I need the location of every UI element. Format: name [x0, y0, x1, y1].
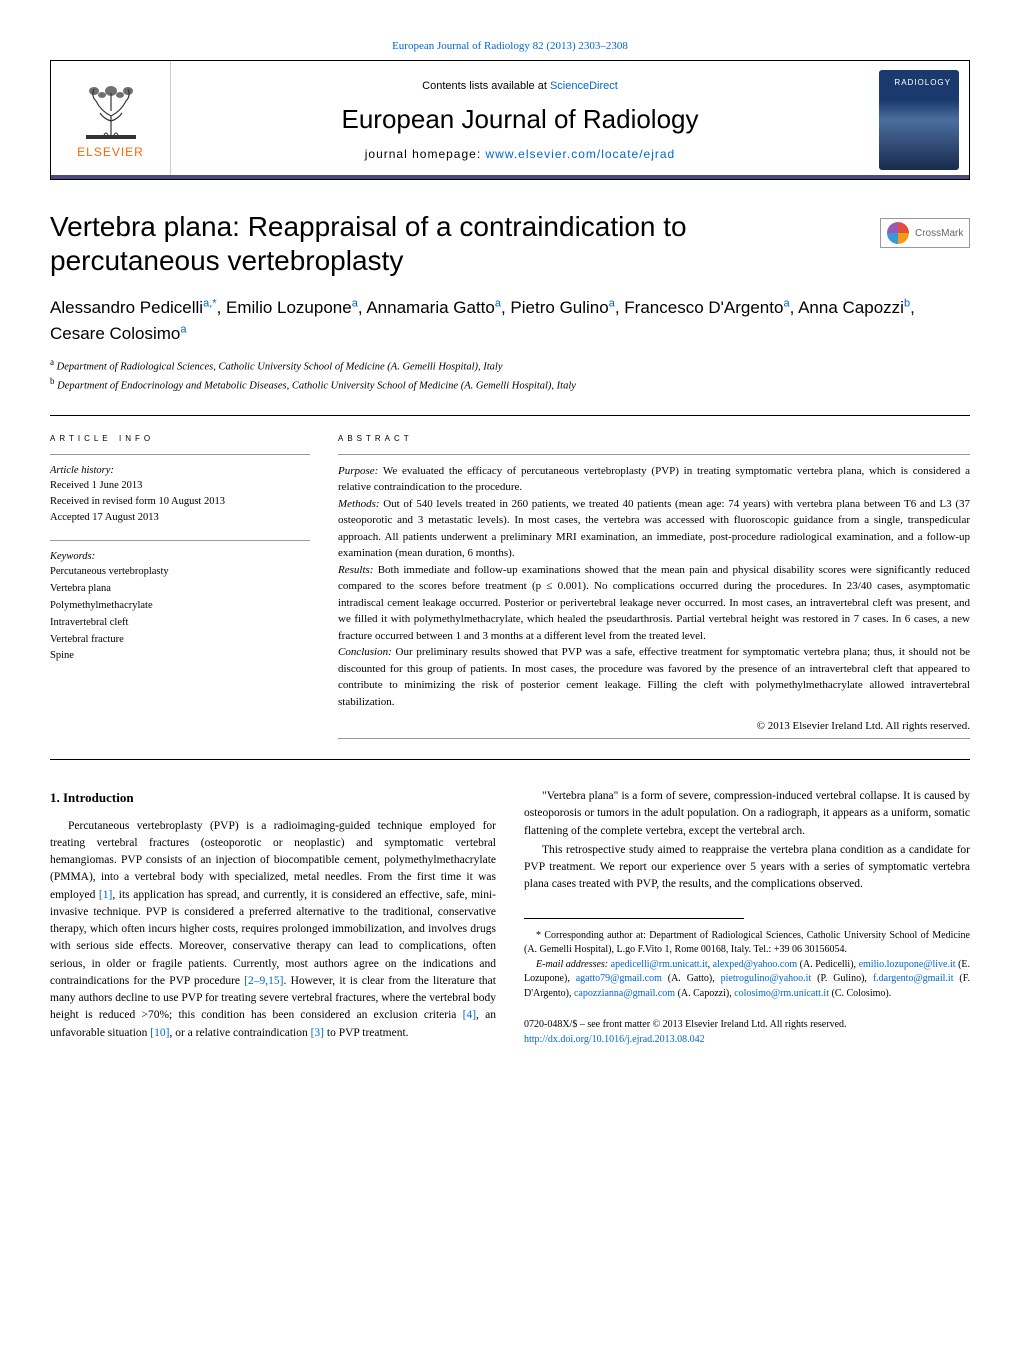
- citation-link[interactable]: [4]: [463, 1009, 476, 1021]
- crossmark-badge[interactable]: CrossMark: [880, 218, 970, 248]
- journal-title: European Journal of Radiology: [341, 104, 698, 135]
- keywords-label: Keywords:: [50, 549, 310, 565]
- elsevier-label: ELSEVIER: [77, 145, 144, 159]
- authors-list: Alessandro Pedicellia,*, Emilio Lozupone…: [50, 295, 970, 346]
- intro-paragraph-3: This retrospective study aimed to reappr…: [524, 842, 970, 894]
- results-text: Both immediate and follow-up examination…: [338, 564, 970, 642]
- header-citation: European Journal of Radiology 82 (2013) …: [50, 40, 970, 52]
- sciencedirect-link[interactable]: ScienceDirect: [550, 80, 618, 92]
- accepted-date: Accepted 17 August 2013: [50, 510, 310, 526]
- citation-link[interactable]: [10]: [150, 1027, 169, 1039]
- contents-available-line: Contents lists available at ScienceDirec…: [422, 80, 618, 92]
- keyword-item: Intravertebral cleft: [50, 615, 310, 632]
- elsevier-tree-icon: [76, 81, 146, 141]
- affiliation-b: Department of Endocrinology and Metaboli…: [57, 381, 576, 392]
- keyword-item: Vertebra plana: [50, 581, 310, 598]
- abstract-bottom-divider: [338, 738, 970, 739]
- affiliation-a: Department of Radiological Sciences, Cat…: [57, 362, 503, 373]
- affiliations-block: a Department of Radiological Sciences, C…: [50, 356, 970, 395]
- contents-prefix: Contents lists available at: [422, 80, 550, 92]
- abstract-body: Purpose: We evaluated the efficacy of pe…: [338, 463, 970, 711]
- journal-homepage-line: journal homepage: www.elsevier.com/locat…: [365, 147, 675, 161]
- journal-masthead: ELSEVIER Contents lists available at Sci…: [50, 60, 970, 180]
- crossmark-label: CrossMark: [915, 228, 963, 239]
- keyword-item: Polymethylmethacrylate: [50, 598, 310, 615]
- footnote-divider: [524, 918, 744, 919]
- doi-link[interactable]: http://dx.doi.org/10.1016/j.ejrad.2013.0…: [524, 1034, 705, 1045]
- received-date: Received 1 June 2013: [50, 478, 310, 494]
- email-link[interactable]: capozzianna@gmail.com: [574, 988, 675, 999]
- email-link[interactable]: apedicelli@rm.unicatt.it: [611, 959, 708, 970]
- article-title: Vertebra plana: Reappraisal of a contrai…: [50, 210, 860, 277]
- issn-line: 0720-048X/$ – see front matter © 2013 El…: [524, 1017, 970, 1032]
- conclusion-text: Our preliminary results showed that PVP …: [338, 646, 970, 708]
- email-link[interactable]: pietrogulino@yahoo.it: [721, 973, 812, 984]
- citation-link[interactable]: [2–9,15]: [244, 975, 283, 987]
- abstract-header: ABSTRACT: [338, 430, 970, 444]
- info-divider: [50, 540, 310, 541]
- cover-text: RADIOLOGY: [894, 78, 951, 87]
- email-link[interactable]: emilio.lozupone@live.it: [859, 959, 956, 970]
- keyword-item: Percutaneous vertebroplasty: [50, 564, 310, 581]
- keywords-block: Keywords: Percutaneous vertebroplastyVer…: [50, 549, 310, 666]
- homepage-prefix: journal homepage:: [365, 147, 486, 161]
- keyword-item: Vertebral fracture: [50, 632, 310, 649]
- section-divider: [50, 415, 970, 416]
- article-history: Article history: Received 1 June 2013 Re…: [50, 463, 310, 526]
- info-divider: [50, 454, 310, 455]
- body-text-columns: 1. Introduction Percutaneous vertebropla…: [50, 788, 970, 1047]
- email-link[interactable]: agatto79@gmail.com: [576, 973, 662, 984]
- footnotes-block: * Corresponding author at: Department of…: [524, 929, 970, 1002]
- section-divider: [50, 759, 970, 760]
- revised-date: Received in revised form 10 August 2013: [50, 494, 310, 510]
- introduction-heading: 1. Introduction: [50, 788, 496, 808]
- email-link[interactable]: alexped@yahoo.com: [713, 959, 797, 970]
- email-label: E-mail addresses:: [536, 959, 611, 970]
- purpose-label: Purpose:: [338, 465, 378, 477]
- citation-link[interactable]: [1]: [99, 889, 112, 901]
- keywords-list: Percutaneous vertebroplastyVertebra plan…: [50, 564, 310, 665]
- intro-paragraph-1: Percutaneous vertebroplasty (PVP) is a r…: [50, 818, 496, 1042]
- journal-cover-thumbnail: RADIOLOGY: [879, 70, 959, 170]
- article-info-header: ARTICLE INFO: [50, 430, 310, 444]
- purpose-text: We evaluated the efficacy of percutaneou…: [338, 465, 970, 494]
- citation-link[interactable]: [3]: [311, 1027, 324, 1039]
- email-link[interactable]: colosimo@rm.unicatt.it: [734, 988, 829, 999]
- crossmark-icon: [887, 222, 909, 244]
- methods-label: Methods:: [338, 498, 380, 510]
- masthead-bottom-bar: [51, 175, 969, 179]
- publisher-logo-block: ELSEVIER: [51, 61, 171, 179]
- conclusion-label: Conclusion:: [338, 646, 392, 658]
- methods-text: Out of 540 levels treated in 260 patient…: [338, 498, 970, 560]
- keyword-item: Spine: [50, 648, 310, 665]
- results-label: Results:: [338, 564, 373, 576]
- corresponding-label: * Corresponding author at:: [536, 930, 649, 941]
- email-link[interactable]: f.dargento@gmail.it: [873, 973, 954, 984]
- bottom-meta: 0720-048X/$ – see front matter © 2013 El…: [524, 1017, 970, 1047]
- abstract-divider: [338, 454, 970, 455]
- abstract-copyright: © 2013 Elsevier Ireland Ltd. All rights …: [338, 720, 970, 732]
- journal-homepage-link[interactable]: www.elsevier.com/locate/ejrad: [486, 147, 676, 161]
- intro-paragraph-2: "Vertebra plana" is a form of severe, co…: [524, 788, 970, 840]
- history-label: Article history:: [50, 463, 310, 479]
